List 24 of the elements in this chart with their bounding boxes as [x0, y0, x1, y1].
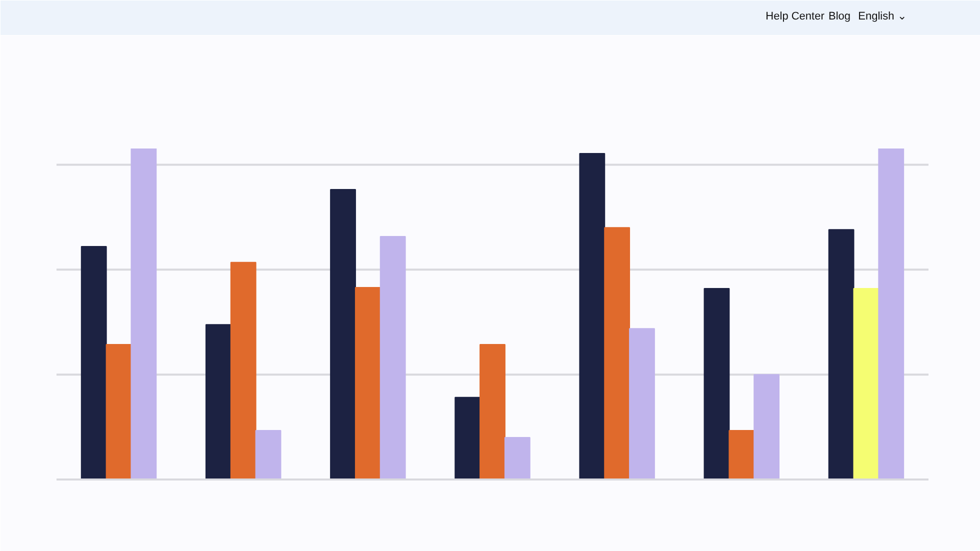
- bar: [704, 288, 730, 480]
- bar: [480, 344, 506, 480]
- bar: [354, 287, 381, 480]
- bar: [130, 148, 157, 480]
- bar: [754, 374, 780, 480]
- bar: [330, 189, 356, 480]
- bar: [205, 324, 232, 480]
- text: Blog: [828, 10, 851, 22]
- text: Help Center: [766, 10, 825, 22]
- bar: [504, 436, 530, 480]
- bar: [604, 227, 630, 480]
- bar: [230, 262, 256, 480]
- bar: [828, 229, 854, 480]
- bar: [106, 344, 132, 480]
- bar: [380, 236, 406, 480]
- bar: [878, 148, 904, 480]
- bar: [255, 430, 282, 480]
- bar: [629, 328, 655, 480]
- bar: [728, 430, 755, 480]
- bar: [853, 288, 880, 480]
- text: English ⌄: [858, 10, 906, 22]
- bar: [454, 396, 481, 480]
- bar: [80, 246, 107, 480]
- bar: [579, 152, 606, 480]
